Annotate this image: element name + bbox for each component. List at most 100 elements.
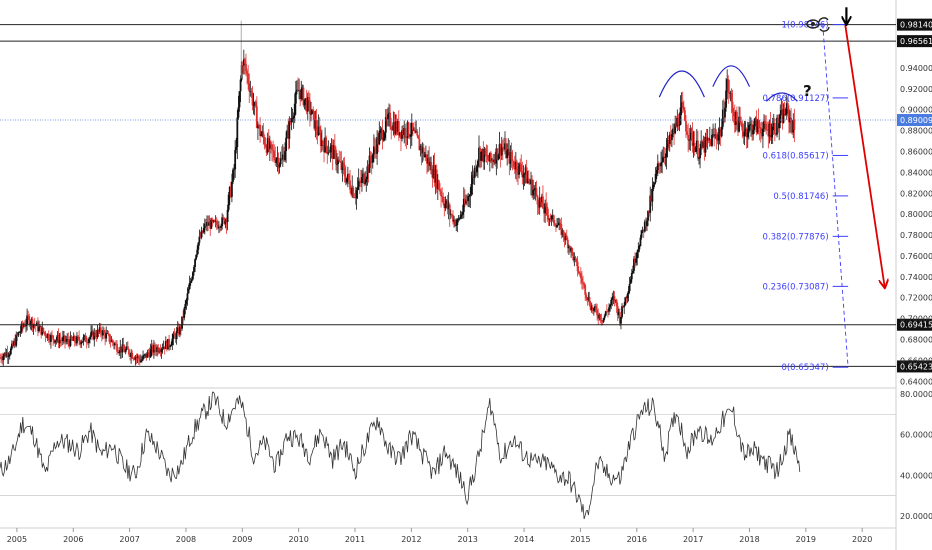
candle-body [339,161,342,162]
candle-body [160,349,163,352]
candle-body [175,331,178,340]
question-mark: ? [803,82,812,100]
candle-body [494,159,497,164]
candle-body [239,79,242,92]
candle-body [100,333,103,336]
candle-body [299,90,302,100]
candle-body [423,155,426,157]
candle-body [200,230,203,238]
grid-lines [0,0,897,550]
candle-body [229,186,232,197]
candle-body [482,149,485,163]
candle-body [353,196,356,198]
candle-body [275,159,278,163]
oscillator-line [0,391,801,520]
candle-body [587,296,590,300]
candle-body [659,163,661,167]
candle-body [629,279,632,284]
price-tick-label: 0.80000 [900,210,932,219]
candle-body [132,358,135,359]
candle-body [786,103,789,110]
candle-body [618,312,621,324]
eye-icon[interactable] [806,19,820,29]
candle-body [167,338,169,350]
candle-body [31,319,34,328]
candle-body [674,123,677,134]
candle-body [743,132,746,137]
candle-body [372,146,375,155]
candle-body [320,140,323,147]
candle-body [307,97,310,101]
candle-body [563,236,566,241]
candle-body [78,336,81,342]
candle-body [245,63,247,72]
candle-body [155,349,157,352]
candle-body [704,137,707,153]
candle-body [361,176,363,183]
candle-body [136,356,139,358]
candle-body [63,335,65,338]
candle-body [207,222,209,226]
candle-body [769,123,772,138]
candle-body [15,334,18,346]
candle-body [651,188,654,202]
candle-body [623,305,626,308]
candle-body [220,225,222,228]
candle-body [267,138,270,149]
candle-body [365,179,368,183]
candle-body [19,330,22,333]
candle-body [484,149,487,156]
pattern-arc [658,70,705,98]
candle-body [3,352,6,357]
candle-body [741,123,744,131]
candle-body [346,174,349,179]
candle-body [601,320,604,322]
candle-body [559,222,562,225]
price-tick-label: 0.70000 [900,315,932,324]
candle-body [573,256,576,261]
candle-body [67,338,70,343]
price-tick-label: 0.66000 [900,356,932,365]
candle-body [131,352,134,359]
candle-body [130,352,133,357]
candle-body [398,132,401,136]
candle-body [472,175,475,179]
candle-body [128,349,130,355]
candle-body [198,236,201,243]
candle-body [529,181,531,185]
candle-body [178,326,181,335]
candle-body [442,196,445,204]
candle-body [273,150,276,158]
candle-body [566,239,569,249]
candle-body [698,158,700,159]
candle-body [351,187,354,195]
candle-body [615,299,618,307]
candle-body [721,109,724,127]
candle-body [50,335,52,342]
candle-body [493,159,496,162]
refresh-icon[interactable] [818,17,830,32]
candle-body [152,345,155,353]
candle-body [667,139,670,144]
candle-body [322,140,324,146]
candle-body [682,106,685,111]
candle-body [672,128,674,135]
candle-body [575,258,578,262]
candle-body [255,106,258,129]
price-level-badge-label: 0.98140 [900,21,932,30]
candle-body [302,87,305,106]
candle-body [470,183,473,195]
candle-body [673,128,675,134]
candle-body [157,347,160,352]
candle-body [602,317,605,322]
candle-body [613,296,616,301]
candle-body [451,214,453,216]
candle-body [536,195,539,205]
candle-body [729,93,732,94]
candle-body [378,132,381,145]
candle-body [288,121,291,139]
candle-body [45,336,48,339]
candle-body [194,259,196,267]
candle-body [171,338,174,346]
candle-body [467,196,470,202]
